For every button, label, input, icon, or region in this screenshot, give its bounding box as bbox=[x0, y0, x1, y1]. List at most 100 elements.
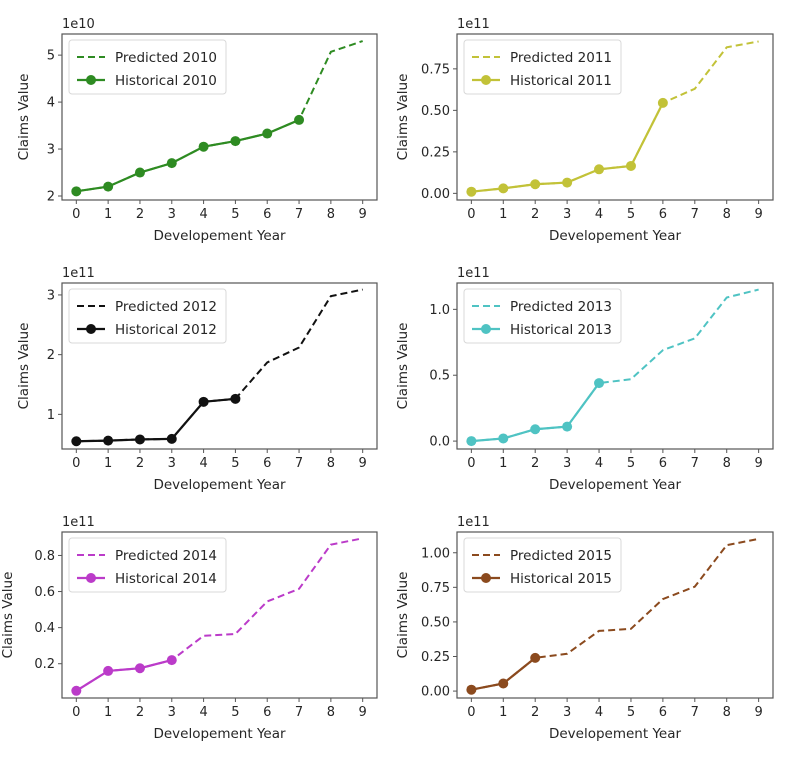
y-axis-label: Claims Value bbox=[16, 74, 32, 161]
x-tick-label: 1 bbox=[104, 456, 112, 471]
y-tick-label: 1 bbox=[47, 408, 55, 423]
x-tick-label: 1 bbox=[499, 705, 507, 720]
historical-line bbox=[75, 659, 173, 692]
x-tick-label: 2 bbox=[136, 705, 144, 720]
predicted-line bbox=[471, 537, 759, 691]
x-tick-label: 7 bbox=[691, 456, 699, 471]
x-tick-label: 2 bbox=[531, 207, 539, 222]
legend: Predicted 2015 Historical 2015 bbox=[463, 537, 622, 593]
x-axis-label: Developement Year bbox=[153, 477, 286, 493]
historical-point bbox=[262, 128, 273, 139]
x-tick-label: 5 bbox=[627, 207, 635, 222]
historical-point bbox=[134, 663, 145, 674]
x-tick-label: 6 bbox=[263, 207, 271, 222]
historical-point bbox=[134, 434, 145, 445]
historical-point bbox=[166, 655, 177, 666]
x-tick-label: 2 bbox=[531, 456, 539, 471]
predicted-line bbox=[75, 537, 363, 692]
y-tick-label: 0.2 bbox=[34, 657, 55, 672]
legend-historical-marker bbox=[86, 324, 96, 334]
historical-point bbox=[103, 665, 114, 676]
x-tick-label: 1 bbox=[104, 207, 112, 222]
historical-point bbox=[498, 678, 509, 689]
historical-point bbox=[230, 393, 241, 404]
y-tick-label: 5 bbox=[47, 49, 55, 64]
x-tick-label: 7 bbox=[295, 207, 303, 222]
historical-point bbox=[594, 164, 605, 175]
legend-historical-marker bbox=[481, 75, 491, 85]
y-tick-label: 0.00 bbox=[421, 187, 450, 202]
historical-point bbox=[134, 167, 145, 178]
y-offset-label: 1e11 bbox=[62, 266, 95, 281]
legend-historical-marker bbox=[86, 75, 96, 85]
y-axis-label: Claims Value bbox=[395, 572, 411, 659]
x-tick-label: 3 bbox=[168, 207, 176, 222]
y-offset-label: 1e11 bbox=[457, 266, 490, 281]
x-tick-label: 6 bbox=[659, 207, 667, 222]
historical-point bbox=[562, 177, 573, 188]
x-tick-label: 6 bbox=[659, 456, 667, 471]
x-tick-label: 1 bbox=[499, 456, 507, 471]
x-axis-label: Developement Year bbox=[153, 726, 286, 742]
x-tick-label: 3 bbox=[168, 705, 176, 720]
x-tick-label: 0 bbox=[72, 705, 80, 720]
y-tick-label: 0.25 bbox=[421, 650, 450, 665]
y-axis-label: Claims Value bbox=[0, 572, 16, 659]
x-tick-label: 4 bbox=[199, 456, 207, 471]
x-tick-label: 8 bbox=[327, 207, 335, 222]
legend-historical-label: Historical 2015 bbox=[510, 571, 612, 587]
historical-point bbox=[294, 114, 305, 125]
x-tick-label: 4 bbox=[595, 207, 603, 222]
legend-historical-label: Historical 2014 bbox=[115, 571, 217, 587]
legend-box bbox=[463, 39, 622, 95]
x-tick-label: 2 bbox=[136, 207, 144, 222]
x-tick-label: 8 bbox=[723, 456, 731, 471]
legend-predicted-label: Predicted 2010 bbox=[115, 50, 217, 66]
x-axis-label: Developement Year bbox=[549, 228, 682, 244]
y-tick-label: 0.00 bbox=[421, 685, 450, 700]
historical-point bbox=[498, 433, 509, 444]
y-tick-label: 2 bbox=[47, 190, 55, 205]
y-axis-label: Claims Value bbox=[395, 74, 411, 161]
y-tick-label: 0.50 bbox=[421, 615, 450, 630]
y-axis-label: Claims Value bbox=[395, 323, 411, 410]
y-tick-label: 3 bbox=[47, 288, 55, 303]
x-tick-label: 3 bbox=[563, 207, 571, 222]
legend-predicted-label: Predicted 2011 bbox=[510, 50, 612, 66]
y-tick-label: 0.6 bbox=[34, 585, 55, 600]
x-tick-label: 4 bbox=[199, 705, 207, 720]
subplot-0: 0 1 2 3 4 5 6 7 8 9 2 3 4 5 1e10 Developement Year Claim… bbox=[16, 17, 378, 244]
x-tick-label: 9 bbox=[359, 207, 367, 222]
x-tick-label: 6 bbox=[263, 456, 271, 471]
historical-point bbox=[103, 435, 114, 446]
historical-point bbox=[71, 186, 82, 197]
y-tick-label: 1.0 bbox=[429, 303, 450, 318]
x-tick-label: 9 bbox=[359, 705, 367, 720]
x-axis-label: Developement Year bbox=[549, 726, 682, 742]
historical-point bbox=[198, 396, 209, 407]
x-tick-label: 5 bbox=[231, 705, 239, 720]
legend-box bbox=[68, 288, 227, 344]
x-tick-label: 1 bbox=[499, 207, 507, 222]
x-tick-label: 9 bbox=[754, 456, 762, 471]
historical-point bbox=[71, 436, 82, 447]
historical-line bbox=[76, 118, 300, 193]
x-tick-label: 8 bbox=[327, 456, 335, 471]
y-tick-label: 0.0 bbox=[429, 435, 450, 450]
x-tick-label: 0 bbox=[467, 207, 475, 222]
x-tick-label: 9 bbox=[359, 456, 367, 471]
legend: Predicted 2014 Historical 2014 bbox=[68, 537, 227, 593]
y-tick-label: 1.00 bbox=[421, 546, 450, 561]
legend-historical-marker bbox=[86, 573, 96, 583]
x-tick-label: 1 bbox=[104, 705, 112, 720]
historical-point bbox=[594, 378, 605, 389]
y-tick-label: 0.5 bbox=[429, 369, 450, 384]
x-tick-label: 9 bbox=[754, 705, 762, 720]
x-tick-label: 3 bbox=[168, 456, 176, 471]
x-tick-label: 7 bbox=[691, 207, 699, 222]
x-tick-label: 4 bbox=[199, 207, 207, 222]
x-tick-label: 7 bbox=[691, 705, 699, 720]
x-tick-label: 9 bbox=[754, 207, 762, 222]
subplot-4: 0 1 2 3 4 5 6 7 8 9 0.2 0.4 0.6 0.8 1e11 Developement Y… bbox=[0, 515, 378, 742]
